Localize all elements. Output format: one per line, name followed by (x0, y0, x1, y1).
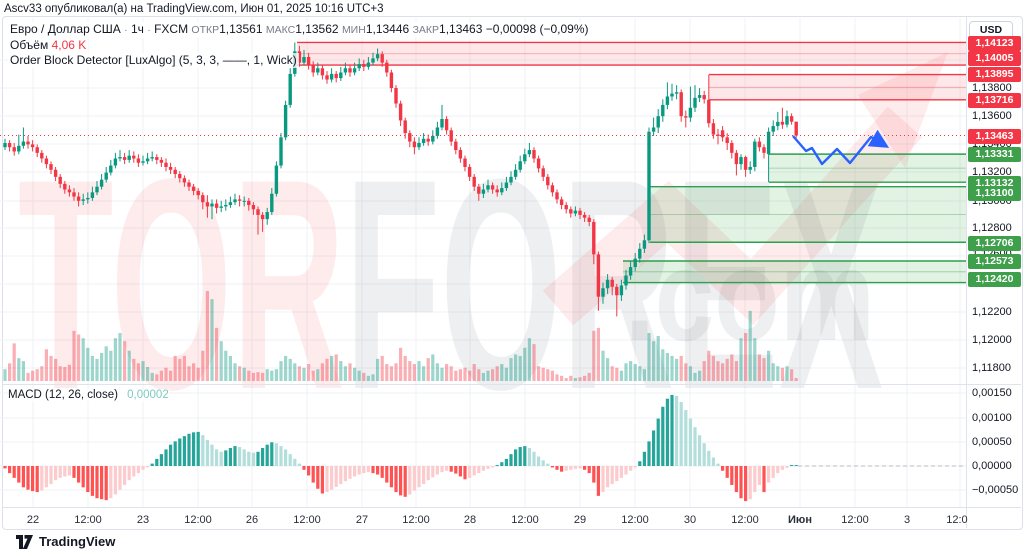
time-label: Июн (788, 514, 812, 526)
time-label: 12:00 (511, 514, 539, 526)
close-value: 1,13463 (439, 22, 483, 36)
macd-axis-label: 0,00050 (970, 435, 1014, 449)
exchange: FXCM (154, 22, 189, 36)
currency-button[interactable]: USD (969, 21, 1013, 39)
time-label: 12:00 (731, 514, 759, 526)
time-axis[interactable]: 22 12:00 23 12:00 26 12:00 27 12:00 28 12:00 29 12:… (0, 508, 968, 528)
price-badge: 1,12706 (968, 235, 1021, 251)
macd-title: MACD (12, 26, close) (8, 389, 118, 401)
price-label: 1,12800 (970, 221, 1014, 235)
time-label: 3 (903, 514, 911, 526)
time-label: 26 (245, 514, 259, 526)
volume-label: Объём (10, 38, 49, 52)
grid-lines (0, 18, 966, 507)
time-label: 12:00 (841, 514, 869, 526)
price-badge: 1,13331 (968, 146, 1021, 162)
candlesticks (3, 42, 798, 317)
price-label: 1,12000 (970, 333, 1014, 347)
separator: · (147, 24, 151, 36)
price-badge: 1,13895 (968, 66, 1021, 82)
tradingview-logo-icon (16, 534, 33, 549)
price-label: 1,12200 (970, 305, 1014, 319)
macd-axis-label: 0,00100 (970, 411, 1014, 425)
watermark-arrow (542, 106, 923, 326)
separator: · (124, 24, 128, 36)
low-value: 1,13446 (365, 22, 410, 36)
low-label: МИН (341, 24, 366, 36)
macd-histogram (3, 394, 798, 502)
open-label: ОТКР (191, 24, 220, 36)
macd-legend[interactable]: MACD (12, 26, close) 0,00002 (8, 389, 169, 401)
legend-indicator-row[interactable]: Order Block Detector [LuxAlgo] (5, 3, 3,… (8, 53, 299, 68)
time-label: 27 (355, 514, 369, 526)
order-block-zones (297, 41, 966, 284)
time-label: 12:00 (74, 514, 102, 526)
macd-axis-label: 0,00150 (970, 386, 1014, 400)
close-label: ЗАКР (412, 24, 440, 36)
price-label: 1,13800 (970, 81, 1014, 95)
price-badge: 1,13463 (968, 128, 1021, 144)
price-badge: 1,13100 (968, 185, 1021, 201)
tradingview-attribution[interactable]: TradingView (16, 534, 115, 549)
time-label: 23 (136, 514, 150, 526)
price-badge: 1,12420 (968, 271, 1021, 287)
high-label: МАКС (265, 24, 296, 36)
price-badge: 1,14123 (968, 35, 1021, 51)
interval[interactable]: 1ч (130, 22, 144, 36)
volume-bars (3, 291, 798, 381)
macd-axis-label: 0,00000 (970, 459, 1014, 473)
indicator-title: Order Block Detector [LuxAlgo] (5, 3, 3,… (10, 53, 297, 67)
time-label: 22 (26, 514, 40, 526)
legend-volume-row[interactable]: Объём 4,06 K (8, 38, 89, 53)
chart-widget-frame (2, 16, 1023, 530)
price-badge: 1,12573 (968, 253, 1021, 269)
watermark-com: .com (625, 222, 875, 368)
price-badge: 1,13716 (968, 92, 1021, 108)
open-value: 1,13561 (219, 22, 263, 36)
time-label: 12:00 (621, 514, 649, 526)
time-label: 12:00 (293, 514, 321, 526)
macd-axis-label: −0,00050 (970, 483, 1021, 497)
legend: Евро / Доллар США · 1ч · FXCM ОТКР1,1356… (8, 22, 591, 68)
volume-value: 4,06 K (51, 38, 87, 52)
time-label: 12:00 (402, 514, 430, 526)
attribution-text: TradingView (39, 534, 116, 549)
price-badge: 1,14005 (968, 50, 1021, 66)
time-label: 12:00 (946, 514, 968, 526)
price-label: 1,11800 (970, 361, 1013, 375)
page-title: Ascv33 опубликовал(а) на TradingView.com… (4, 3, 384, 15)
change-value: −0,00098 (−0,09%) (485, 22, 589, 36)
time-label: 30 (683, 514, 697, 526)
macd-value: 0,00002 (127, 389, 169, 401)
high-value: 1,13562 (295, 22, 339, 36)
symbol-name[interactable]: Евро / Доллар США (10, 22, 121, 36)
projection-arrow (792, 129, 890, 166)
price-label: 1,13600 (970, 109, 1014, 123)
legend-symbol-row[interactable]: Евро / Доллар США · 1ч · FXCM ОТКР1,1356… (8, 22, 591, 38)
time-label: 12:00 (184, 514, 212, 526)
time-label: 28 (463, 514, 477, 526)
time-label: 29 (573, 514, 587, 526)
watermark-arrowhead (858, 52, 948, 168)
